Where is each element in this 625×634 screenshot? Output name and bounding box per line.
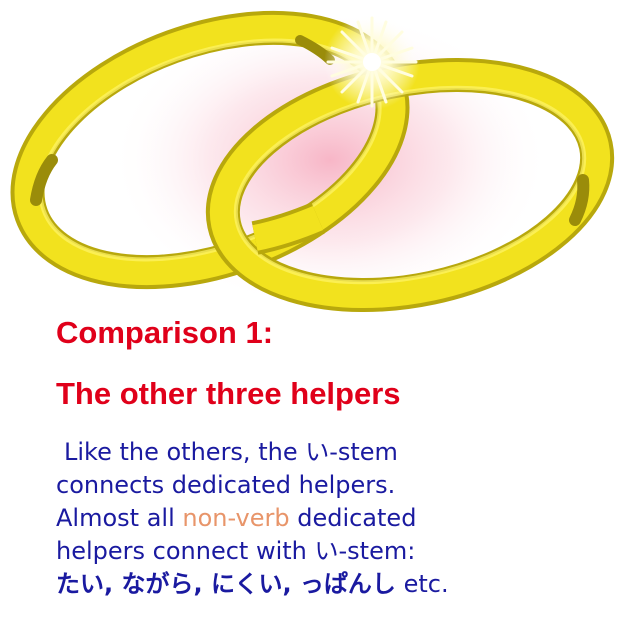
section-subheading: The other three helpers	[56, 376, 401, 411]
explanation-line-3: Almost all non-verb dedicated	[56, 502, 616, 535]
wedding-rings-illustration	[10, 10, 615, 313]
etc-text: etc.	[395, 570, 449, 598]
japanese-helper-examples: たい, ながら, にくい, っぱんし	[56, 570, 396, 598]
explanation-paragraph: Like the others, the い-stem connects ded…	[56, 436, 616, 601]
helper-examples-line: たい, ながら, にくい, っぱんし etc.	[56, 568, 616, 601]
explanation-line-3-end: dedicated	[289, 504, 417, 532]
explanation-line-1: Like the others, the い-stem	[64, 438, 398, 466]
explanation-line-2: connects dedicated helpers.	[56, 471, 396, 499]
comparison-heading: Comparison 1:	[56, 315, 274, 350]
sparkle-icon	[324, 14, 420, 110]
explanation-line-4: helpers connect with い-stem:	[56, 537, 416, 565]
non-verb-highlight: non-verb	[182, 504, 290, 532]
explanation-line-3-start: Almost all	[56, 504, 183, 532]
